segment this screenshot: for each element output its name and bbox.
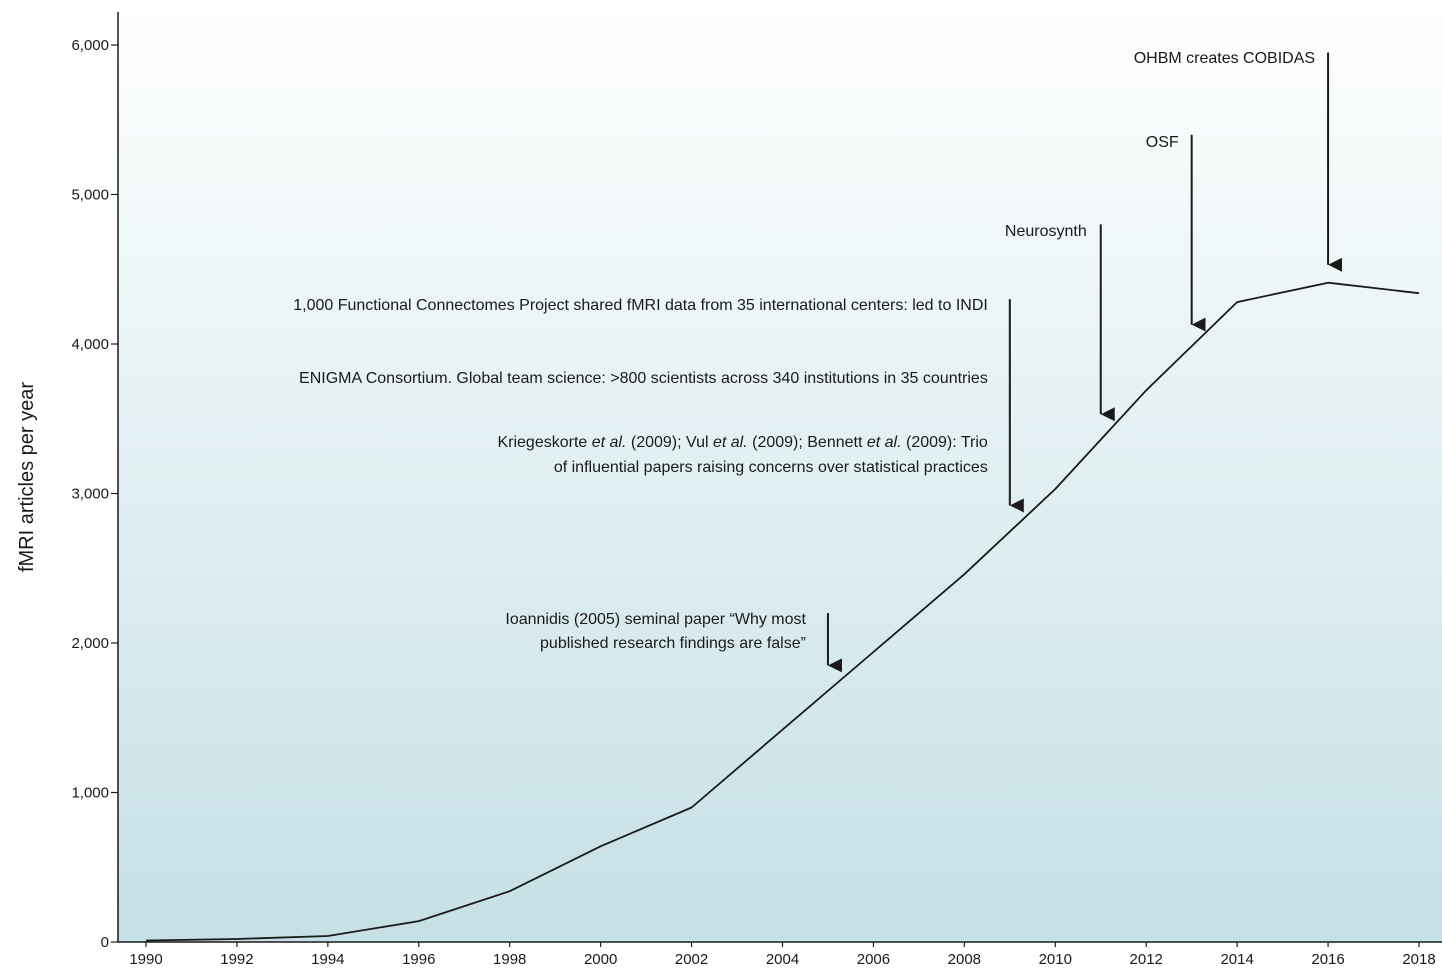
x-tick-label: 2008	[948, 951, 981, 968]
y-tick-label: 3,000	[71, 486, 109, 503]
annotations: Ioannidis (2005) seminal paper “Why most…	[293, 50, 1343, 673]
x-tick-label: 1998	[493, 951, 526, 968]
annotation-text: Kriegeskorte et al. (2009); Vul et al. (…	[497, 434, 987, 451]
annotation-2009: 1,000 Functional Connectomes Project sha…	[293, 297, 1024, 513]
x-tick-label: 2010	[1039, 951, 1072, 968]
plot-background	[118, 0, 1442, 942]
annotation-text: ENIGMA Consortium. Global team science: …	[299, 370, 988, 387]
annotation-text: Ioannidis (2005) seminal paper “Why most	[505, 611, 806, 628]
y-tick-label: 0	[101, 934, 109, 951]
y-tick-label: 1,000	[71, 785, 109, 802]
annotation-2016: OHBM creates COBIDAS	[1134, 50, 1343, 272]
annotation-text: published research findings are false”	[540, 635, 806, 652]
annotation-text: of influential papers raising concerns o…	[554, 459, 988, 476]
x-tick-label: 2016	[1311, 951, 1344, 968]
x-tick-label: 1992	[220, 951, 253, 968]
x-tick-label: 2014	[1220, 951, 1253, 968]
annotation-text: OHBM creates COBIDAS	[1134, 50, 1315, 67]
y-tick-label: 6,000	[71, 37, 109, 54]
series-line	[145, 281, 1420, 942]
y-tick-label: 5,000	[71, 187, 109, 204]
annotation-text: OSF	[1146, 134, 1179, 151]
series	[145, 281, 1420, 942]
x-tick-label: 2000	[584, 951, 617, 968]
annotation-2011: Neurosynth	[1005, 223, 1115, 422]
x-tick-label: 2004	[766, 951, 799, 968]
x-tick-label: 1994	[311, 951, 344, 968]
annotation-text: Neurosynth	[1005, 223, 1087, 240]
x-tick-label: 2018	[1402, 951, 1435, 968]
y-tick-label: 4,000	[71, 336, 109, 353]
axes	[117, 12, 1442, 943]
annotation-2005: Ioannidis (2005) seminal paper “Why most…	[505, 611, 842, 673]
annotation-2013: OSF	[1146, 134, 1206, 332]
y-tick-label: 2,000	[71, 635, 109, 652]
x-tick-label: 2012	[1130, 951, 1163, 968]
x-tick-label: 1990	[129, 951, 162, 968]
x-tick-label: 2006	[857, 951, 890, 968]
annotation-text: 1,000 Functional Connectomes Project sha…	[293, 297, 988, 314]
y-axis-label: fMRI articles per year	[16, 382, 38, 572]
x-tick-label: 1996	[402, 951, 435, 968]
x-tick-label: 2002	[675, 951, 708, 968]
ticks: 0 1,000 2,000 3,000 4,000 5,000 6,000 1990 1992 1…	[71, 37, 1435, 968]
